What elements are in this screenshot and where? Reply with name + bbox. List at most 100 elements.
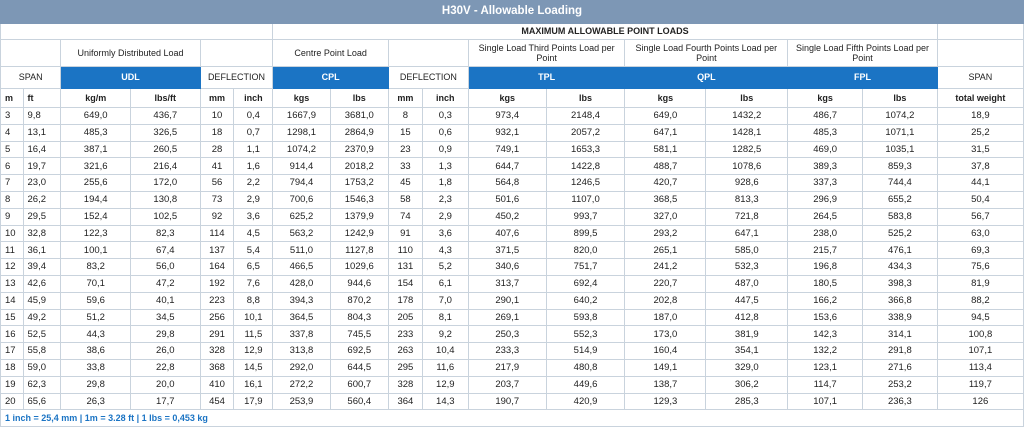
table-cell: 692,4 [545, 274, 626, 293]
table-cell: 271,6 [861, 358, 938, 377]
table-cell: 7 [0, 174, 24, 192]
table-cell: 407,6 [467, 224, 547, 243]
table-cell: 313,7 [467, 274, 547, 293]
table-cell: 1,3 [421, 157, 469, 176]
table-cell: 12,9 [233, 342, 274, 360]
table-cell: 501,6 [467, 190, 547, 209]
table-cell: 202,8 [624, 291, 707, 310]
unit-header: lbs/ft [130, 88, 201, 108]
table-row: 8 26,2 194,4 130,8 73 2,9 700,6 1546,3 58 2,3 501,… [0, 190, 1024, 209]
table-cell: 525,2 [861, 224, 938, 243]
table-cell: 194,4 [60, 190, 131, 209]
table-cell: 4,5 [233, 224, 274, 243]
table-cell: 5 [0, 140, 24, 159]
table-cell: 94,5 [936, 308, 1024, 327]
table-cell: 366,8 [861, 291, 938, 310]
table-cell: 34,5 [130, 308, 201, 327]
table-cell: 0,3 [421, 107, 469, 125]
table-cell: 160,4 [624, 342, 707, 360]
table-cell: 180,5 [787, 274, 863, 293]
table-row: 7 23,0 255,6 172,0 56 2,2 794,4 1753,2 45 1,8 564,… [0, 174, 1024, 192]
table-cell: 187,0 [624, 308, 707, 327]
table-cell: 340,6 [467, 258, 547, 276]
unit-header: kgs [787, 88, 863, 108]
table-cell: 223 [199, 291, 235, 310]
blank-cell [199, 39, 274, 67]
table-cell: 190,7 [467, 392, 547, 411]
data-body: 3 9,8 649,0 436,7 10 0,4 1667,9 3681,0 8 0,3 973,4… [0, 107, 1024, 411]
table-cell: 20,0 [130, 375, 201, 394]
table-cell: 73 [199, 190, 235, 209]
table-cell: 692,5 [329, 342, 389, 360]
table-cell: 420,7 [624, 174, 707, 192]
table-cell: 253,9 [272, 392, 331, 411]
table-row: 12 39,4 83,2 56,0 164 6,5 466,5 1029,6 131 5,2 340… [0, 258, 1024, 276]
table-cell: 32,8 [22, 224, 62, 243]
table-cell: 12,9 [421, 375, 469, 394]
table-row: 9 29,5 152,4 102,5 92 3,6 625,2 1379,9 74 2,9 450,… [0, 207, 1024, 226]
table-cell: 10,1 [233, 308, 274, 327]
table-cell: 22,8 [130, 358, 201, 377]
cpl-description: Centre Point Load [272, 39, 389, 67]
table-cell: 38,6 [60, 342, 131, 360]
table-cell: 469,0 [787, 140, 863, 159]
table-cell: 291 [199, 325, 235, 344]
table-cell: 2370,9 [329, 140, 389, 159]
table-cell: 3,6 [421, 224, 469, 243]
table-cell: 138,7 [624, 375, 707, 394]
table-cell: 1422,8 [545, 157, 626, 176]
table-cell: 203,7 [467, 375, 547, 394]
table-cell: 973,4 [467, 107, 547, 125]
table-cell: 1074,2 [272, 140, 331, 159]
table-cell: 327,0 [624, 207, 707, 226]
table-cell: 476,1 [861, 241, 938, 260]
table-cell: 123,1 [787, 358, 863, 377]
table-cell: 447,5 [705, 291, 789, 310]
span-label: SPAN [936, 66, 1024, 89]
table-cell: 25,2 [936, 123, 1024, 142]
table-row: 6 19,7 321,6 216,4 41 1,6 914,4 2018,2 33 1,3 644,… [0, 157, 1024, 176]
table-cell: 745,5 [329, 325, 389, 344]
unit-header: inch [233, 88, 274, 108]
table-cell: 83,2 [60, 258, 131, 276]
table-cell: 263 [387, 342, 423, 360]
table-cell: 1,8 [421, 174, 469, 192]
table-cell: 42,6 [22, 274, 62, 293]
table-cell: 253,2 [861, 375, 938, 394]
table-row: 5 16,4 387,1 260,5 28 1,1 1074,2 2370,9 23 0,9 749… [0, 140, 1024, 159]
table-cell: 70,1 [60, 274, 131, 293]
table-cell: 295 [387, 358, 423, 377]
table-cell: 313,8 [272, 342, 331, 360]
table-cell: 44,3 [60, 325, 131, 344]
table-cell: 552,3 [545, 325, 626, 344]
blank-cell [0, 39, 62, 67]
table-cell: 56,0 [130, 258, 201, 276]
unit-header: lbs [861, 88, 938, 108]
table-row: 20 65,6 26,3 17,7 454 17,9 253,9 560,4 364 14,3 19… [0, 392, 1024, 411]
table-cell: 1,6 [233, 157, 274, 176]
table-cell: 119,7 [936, 375, 1024, 394]
table-cell: 2,2 [233, 174, 274, 192]
table-cell: 50,4 [936, 190, 1024, 209]
table-cell: 647,1 [624, 123, 707, 142]
max-header-row: MAXIMUM ALLOWABLE POINT LOADS [0, 23, 1024, 40]
qpl-description: Single Load Fourth Points Load per Point [624, 39, 789, 67]
table-cell: 2864,9 [329, 123, 389, 142]
table-cell: 137 [199, 241, 235, 260]
table-cell: 314,1 [861, 325, 938, 344]
table-cell: 0,4 [233, 107, 274, 125]
table-cell: 1074,2 [861, 107, 938, 125]
code-row: SPAN UDL DEFLECTION CPL DEFLECTION TPL Q… [0, 66, 1024, 89]
table-cell: 655,2 [861, 190, 938, 209]
table-cell: 6,5 [233, 258, 274, 276]
table-cell: 532,3 [705, 258, 789, 276]
table-row: 18 59,0 33,8 22,8 368 14,5 292,0 644,5 295 11,6 21… [0, 358, 1024, 377]
udl-description: Uniformly Distributed Load [60, 39, 201, 67]
table-cell: 17,7 [130, 392, 201, 411]
table-cell: 15 [387, 123, 423, 142]
table-cell: 10 [0, 224, 24, 243]
table-cell: 260,5 [130, 140, 201, 159]
table-cell: 0,6 [421, 123, 469, 142]
table-cell: 142,3 [787, 325, 863, 344]
table-cell: 18 [0, 358, 24, 377]
